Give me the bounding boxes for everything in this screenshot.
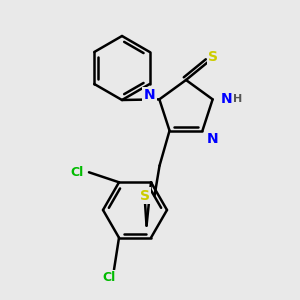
Text: S: S [140,189,149,203]
Text: N: N [144,88,155,102]
Text: S: S [208,50,218,64]
Text: Cl: Cl [102,271,116,284]
Text: Cl: Cl [70,166,84,179]
Text: N: N [207,132,218,146]
Text: N: N [221,92,232,106]
Text: H: H [233,94,242,104]
